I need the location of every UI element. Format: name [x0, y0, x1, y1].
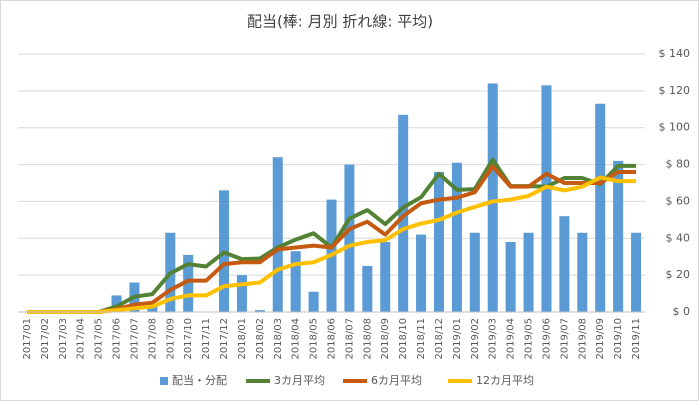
bar — [344, 164, 355, 312]
x-tick-label: 2018/06 — [327, 318, 338, 360]
y-tick-label: $ 60 — [666, 194, 691, 207]
y-tick-label: $ 140 — [659, 47, 691, 60]
y-tick-label: $ 100 — [659, 121, 691, 134]
legend-label: 12カ月平均 — [476, 374, 534, 387]
x-tick-label: 2018/01 — [237, 318, 248, 360]
bar — [290, 251, 301, 312]
x-tick-label: 2017/05 — [94, 318, 105, 360]
x-tick-label: 2018/03 — [273, 318, 284, 360]
y-tick-label: $ 20 — [666, 268, 691, 281]
line — [26, 175, 637, 314]
bar — [595, 103, 606, 312]
bar — [505, 241, 516, 312]
bar — [398, 114, 409, 312]
x-tick-label: 2018/11 — [416, 318, 427, 360]
x-tick-label: 2017/01 — [22, 318, 33, 360]
bar — [111, 295, 122, 312]
bar — [272, 157, 283, 312]
bar — [433, 171, 445, 312]
bar — [308, 291, 319, 312]
x-tick-label: 2019/03 — [488, 318, 499, 360]
x-tick-label: 2017/07 — [129, 318, 140, 360]
x-tick-label: 2017/10 — [183, 318, 194, 360]
x-tick-label: 2018/04 — [291, 318, 302, 360]
x-tick-label: 2017/09 — [165, 318, 176, 360]
y-tick-label: $ 120 — [659, 84, 691, 97]
bar — [254, 310, 265, 312]
x-tick-label: 2017/12 — [219, 318, 230, 360]
x-tick-label: 2018/08 — [362, 318, 373, 360]
x-tick-label: 2019/06 — [541, 318, 552, 360]
x-tick-label: 2017/06 — [112, 318, 123, 360]
x-tick-label: 2019/11 — [631, 318, 642, 360]
bar — [236, 275, 247, 312]
y-tick-label: $ 0 — [673, 305, 691, 318]
x-tick-label: 2019/07 — [559, 318, 570, 360]
bar — [416, 234, 427, 312]
x-tick-label: 2017/03 — [58, 318, 69, 360]
bar — [380, 241, 391, 312]
bar — [577, 232, 588, 312]
bar — [523, 232, 534, 312]
x-tick-label: 2018/12 — [434, 318, 445, 360]
x-tick-label: 2017/02 — [40, 318, 51, 360]
bar — [183, 254, 194, 312]
legend-label: 6カ月平均 — [371, 374, 422, 387]
y-tick-label: $ 80 — [666, 158, 691, 171]
chart-title: 配当(棒: 月別 折れ線: 平均) — [247, 13, 433, 31]
bar — [487, 83, 498, 312]
x-tick-label: 2019/04 — [506, 318, 517, 360]
bar — [613, 160, 624, 312]
bar — [362, 265, 373, 312]
x-tick-label: 2018/02 — [255, 318, 266, 360]
x-tick-label: 2019/10 — [613, 318, 624, 360]
x-tick-label: 2018/07 — [344, 318, 355, 360]
line — [26, 164, 637, 314]
bar — [469, 232, 480, 312]
x-tick-label: 2018/05 — [309, 318, 320, 360]
bar — [541, 85, 552, 312]
x-tick-label: 2018/09 — [380, 318, 391, 360]
legend-label: 配当・分配 — [172, 373, 227, 387]
y-tick-label: $ 40 — [666, 231, 691, 244]
bar — [451, 162, 462, 312]
legend-swatch — [160, 377, 168, 385]
x-tick-label: 2018/10 — [398, 318, 409, 360]
bar — [631, 232, 642, 312]
legend-label: 3カ月平均 — [274, 374, 325, 387]
x-tick-label: 2019/08 — [577, 318, 588, 360]
x-tick-label: 2019/09 — [595, 318, 606, 360]
x-tick-label: 2017/04 — [76, 318, 87, 360]
x-tick-label: 2019/02 — [470, 318, 481, 360]
x-tick-label: 2019/01 — [452, 318, 463, 360]
x-tick-label: 2017/11 — [201, 318, 212, 360]
x-tick-label: 2017/08 — [147, 318, 158, 360]
bar — [559, 216, 570, 312]
x-tick-label: 2019/05 — [524, 318, 535, 360]
